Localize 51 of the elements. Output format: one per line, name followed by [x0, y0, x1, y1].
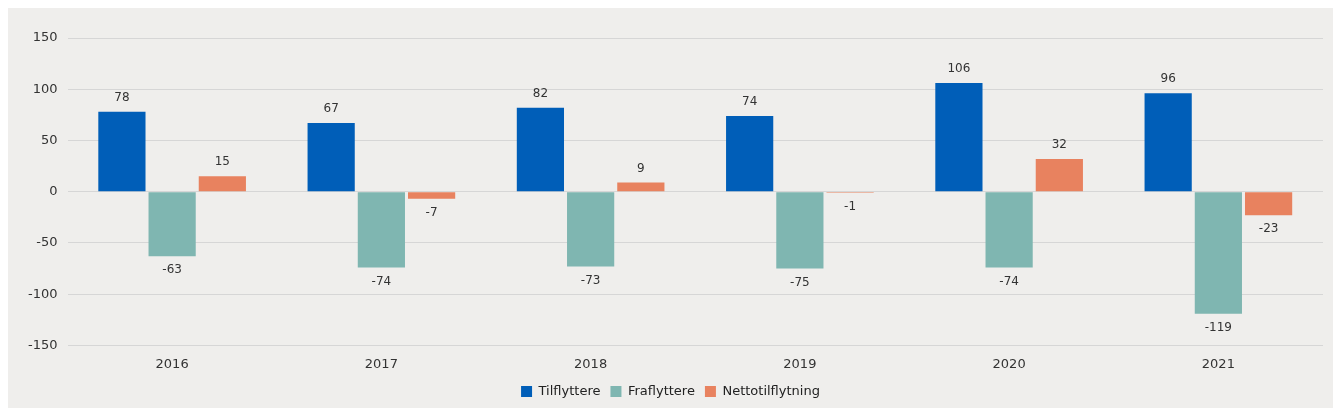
x-tick-label: 2018	[574, 355, 608, 371]
data-label: 96	[1160, 71, 1176, 86]
x-tick-label: 2019	[783, 355, 817, 371]
bar	[567, 192, 615, 267]
y-tick-label: 0	[49, 183, 58, 199]
bar	[726, 115, 774, 192]
y-tick-label: 50	[40, 131, 58, 147]
y-tick-label: 100	[32, 80, 58, 96]
bar	[1144, 93, 1192, 192]
data-label: 9	[637, 160, 645, 175]
legend-label: Nettotilflytning	[722, 382, 820, 398]
data-label: 82	[532, 85, 549, 100]
x-tick-label: 2016	[155, 355, 189, 371]
data-label: 78	[114, 89, 130, 104]
bar	[1244, 192, 1293, 216]
bar	[407, 192, 456, 199]
data-label: -1	[844, 198, 857, 213]
data-label: 32	[1051, 137, 1067, 152]
legend-label: Fraflyttere	[627, 382, 695, 398]
bar	[98, 111, 146, 192]
data-label: -63	[162, 262, 182, 277]
data-label: 106	[947, 61, 971, 76]
x-tick-label: 2020	[992, 355, 1026, 371]
bar	[198, 176, 246, 192]
bar	[1035, 158, 1083, 192]
bar	[357, 192, 405, 268]
data-label: -119	[1204, 319, 1232, 334]
data-label: -73	[580, 272, 601, 287]
bar	[148, 192, 196, 257]
legend-label: Tilflyttere	[537, 382, 601, 398]
data-label: -23	[1258, 221, 1279, 236]
bar	[985, 192, 1033, 268]
y-tick-label: 150	[32, 29, 58, 45]
data-label: -74	[999, 273, 1019, 288]
bar	[516, 107, 565, 192]
bar	[307, 123, 355, 192]
bar	[776, 192, 824, 269]
y-tick-label: -50	[36, 234, 58, 250]
bar	[935, 83, 983, 192]
x-tick-label: 2021	[1201, 355, 1235, 371]
x-tick-label: 2017	[364, 355, 398, 371]
data-label: -74	[371, 273, 392, 288]
data-label: 15	[214, 154, 230, 169]
y-tick-label: -150	[27, 336, 58, 352]
data-label: 67	[323, 101, 339, 116]
y-tick-label: -100	[27, 285, 58, 301]
data-label: -7	[425, 205, 438, 219]
bar	[617, 182, 665, 192]
bar	[1194, 192, 1242, 314]
data-label: -75	[790, 274, 810, 289]
data-label: 74	[742, 94, 758, 108]
